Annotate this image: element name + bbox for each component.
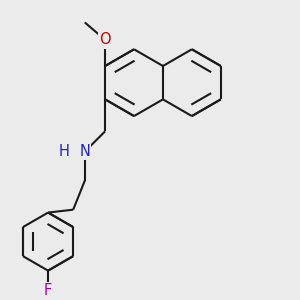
Text: N: N <box>80 144 90 159</box>
Text: F: F <box>44 284 52 298</box>
Text: O: O <box>99 32 111 47</box>
Text: H: H <box>59 144 70 159</box>
